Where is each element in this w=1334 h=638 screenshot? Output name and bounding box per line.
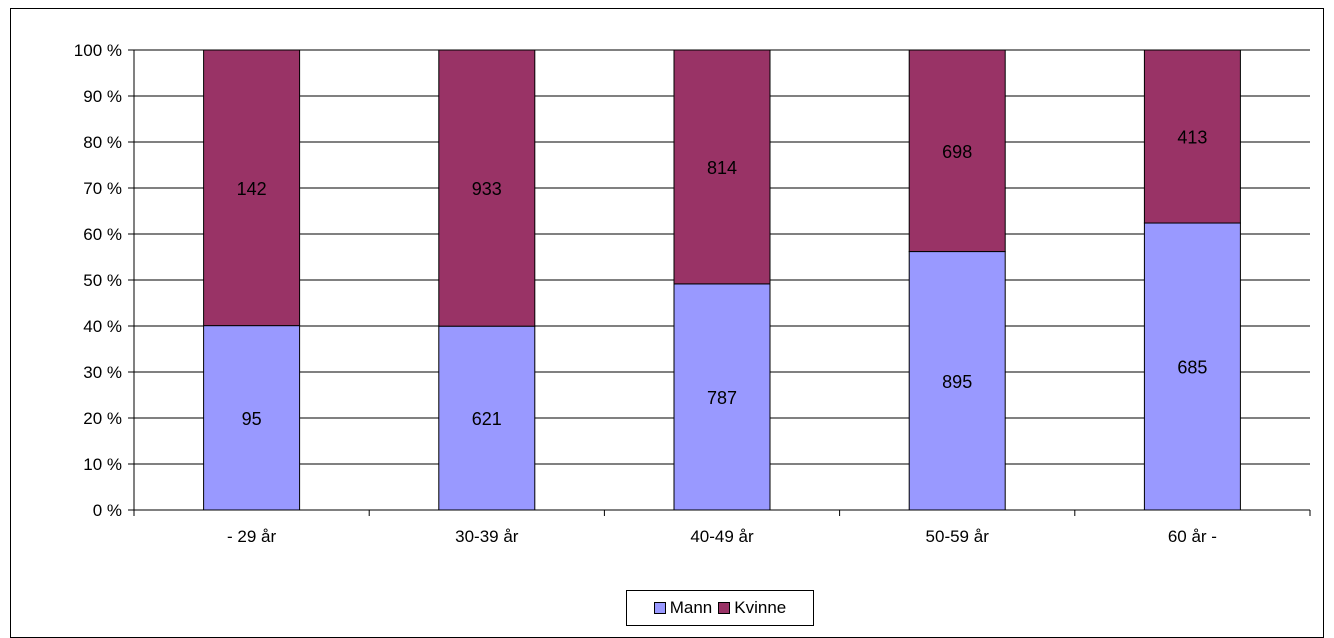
bar-mann-1 (438, 325, 536, 511)
bar-kvinne-3 (908, 49, 1006, 253)
x-tick-label: 60 år - (1168, 527, 1217, 546)
y-tick-label: 0 % (93, 501, 122, 520)
bar-mann-0 (203, 325, 301, 511)
legend-label-mann: Mann (669, 598, 713, 617)
labels: 0 % 10 % 20 % 30 % 40 % 50 % 60 % 70 % 80 % 90 % 1… (74, 41, 1217, 546)
data-label-kvinne: 142 (237, 179, 267, 199)
data-label-mann: 787 (707, 388, 737, 408)
y-tick-label: 80 % (83, 133, 122, 152)
legend-label-kvinne: Kvinne (734, 598, 787, 617)
legend-swatch-kvinne (718, 602, 731, 614)
data-label-kvinne: 698 (942, 142, 972, 162)
y-tick-label: 50 % (83, 271, 122, 290)
x-tick-label: 50-59 år (926, 527, 990, 546)
x-tick-label: 30-39 år (455, 527, 519, 546)
legend: Mann Kvinne (626, 590, 814, 626)
bar-mann-3 (908, 251, 1006, 511)
data-label-mann: 685 (1177, 358, 1207, 378)
y-tick-label: 100 % (74, 41, 122, 60)
y-tick-label: 70 % (83, 179, 122, 198)
bars (203, 49, 1241, 511)
data-label-kvinne: 413 (1177, 128, 1207, 148)
bar-kvinne-1 (438, 49, 536, 327)
bar-kvinne-0 (203, 49, 301, 327)
x-tick-label: 40-49 år (690, 527, 754, 546)
data-label-mann: 621 (472, 409, 502, 429)
y-tick-label: 20 % (83, 409, 122, 428)
data-label-kvinne: 814 (707, 158, 737, 178)
bar-kvinne-4 (1143, 49, 1241, 224)
y-tick-label: 30 % (83, 363, 122, 382)
axes (128, 49, 1311, 516)
y-tick-label: 40 % (83, 317, 122, 336)
bar-mann-2 (673, 283, 771, 511)
y-tick-label: 90 % (83, 87, 122, 106)
bar-kvinne-2 (673, 49, 771, 285)
y-tick-label: 10 % (83, 455, 122, 474)
legend-item-mann: Mann (653, 598, 713, 618)
data-label-mann: 895 (942, 372, 972, 392)
data-label-kvinne: 933 (472, 179, 502, 199)
legend-swatch-mann (653, 602, 666, 614)
x-tick-label: - 29 år (227, 527, 276, 546)
y-tick-label: 60 % (83, 225, 122, 244)
legend-item-kvinne: Kvinne (718, 598, 786, 618)
data-label-mann: 95 (242, 409, 262, 429)
bar-mann-4 (1143, 222, 1241, 511)
